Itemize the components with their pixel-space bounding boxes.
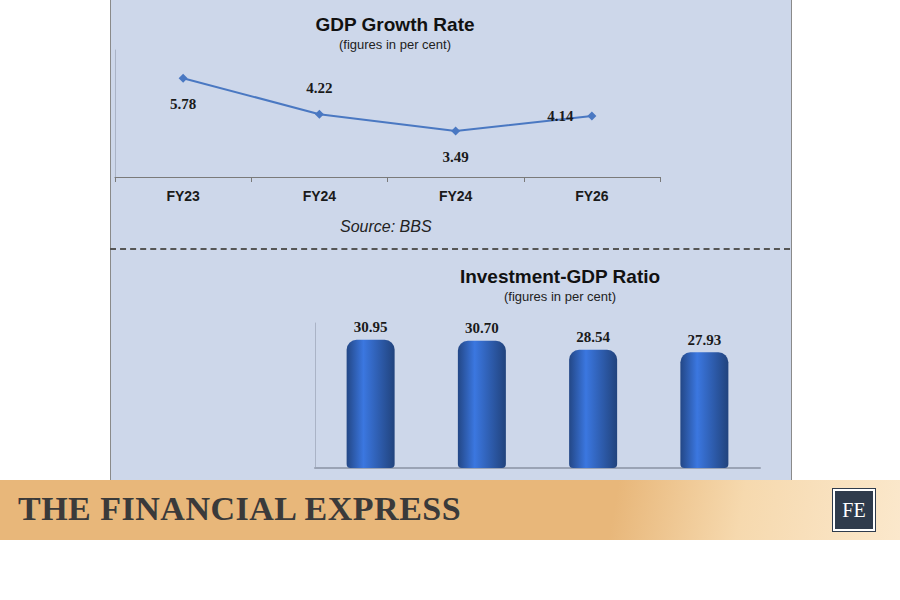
svg-text:4.14: 4.14 <box>547 108 574 124</box>
svg-text:(figures in per cent): (figures in per cent) <box>504 289 616 304</box>
svg-text:(figures in per cent): (figures in per cent) <box>339 37 451 52</box>
svg-text:30.70: 30.70 <box>465 320 499 336</box>
svg-text:30.95: 30.95 <box>354 319 388 335</box>
svg-text:FY24: FY24 <box>439 188 473 204</box>
html-text:THE FINANCIAL EXPRESS: THE FINANCIAL EXPRESS <box>18 490 462 527</box>
svg-text:FY24: FY24 <box>303 188 337 204</box>
svg-text:FY26: FY26 <box>575 188 609 204</box>
svg-text:Source: BBS: Source: BBS <box>340 218 432 235</box>
svg-text:27.93: 27.93 <box>688 332 722 348</box>
svg-text:3.49: 3.49 <box>443 149 469 165</box>
html-text:FE: FE <box>842 499 866 521</box>
svg-text:5.78: 5.78 <box>170 96 196 112</box>
svg-text:4.22: 4.22 <box>306 80 332 96</box>
svg-text:GDP Growth Rate: GDP Growth Rate <box>315 14 474 35</box>
svg-text:Investment-GDP Ratio: Investment-GDP Ratio <box>460 266 660 287</box>
svg-text:28.54: 28.54 <box>576 329 610 345</box>
svg-text:FY23: FY23 <box>166 188 200 204</box>
